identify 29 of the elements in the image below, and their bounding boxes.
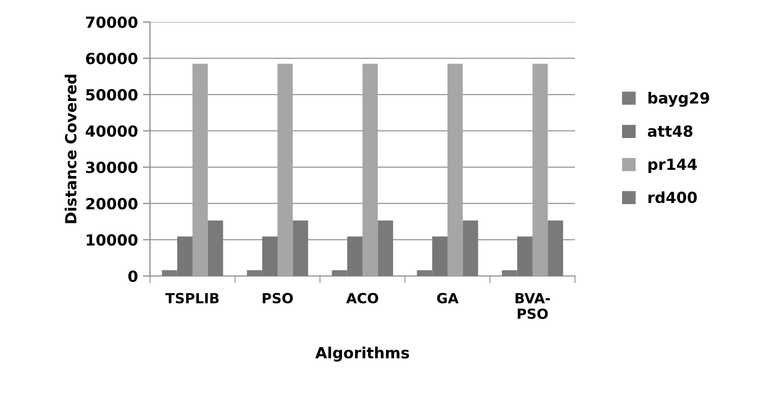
bar (192, 64, 208, 276)
legend-label: pr144 (648, 158, 697, 174)
bar (378, 220, 394, 276)
bar (532, 64, 548, 276)
y-tick-label: 20000 (86, 198, 138, 210)
y-tick-label: 30000 (86, 162, 138, 174)
y-tick-label: 0 (128, 270, 138, 282)
bar (548, 220, 564, 276)
x-tick-label: PSO (262, 292, 293, 304)
y-tick-label: 50000 (86, 89, 138, 101)
y-axis-title: Distance Covered (64, 74, 77, 224)
legend-label: bayg29 (648, 92, 710, 107)
x-axis-title: Algorithms (315, 346, 410, 362)
legend-label: rd400 (648, 191, 697, 204)
y-tick-label: 40000 (86, 125, 138, 137)
bar (462, 220, 478, 276)
bar (448, 64, 463, 276)
y-tick-label: 60000 (86, 52, 138, 64)
x-tick-label: ACO (346, 292, 378, 304)
y-tick-label: 10000 (86, 234, 138, 246)
legend-label: att48 (648, 125, 692, 137)
x-tick-label: GA (437, 292, 459, 304)
bar (362, 64, 378, 276)
x-tick-label: TSPLIB (165, 292, 219, 304)
bar (208, 220, 224, 276)
bar (292, 220, 308, 276)
y-tick-label: 70000 (86, 16, 138, 28)
bar (278, 64, 293, 276)
x-tick-label: BVA- PSO (516, 293, 550, 319)
